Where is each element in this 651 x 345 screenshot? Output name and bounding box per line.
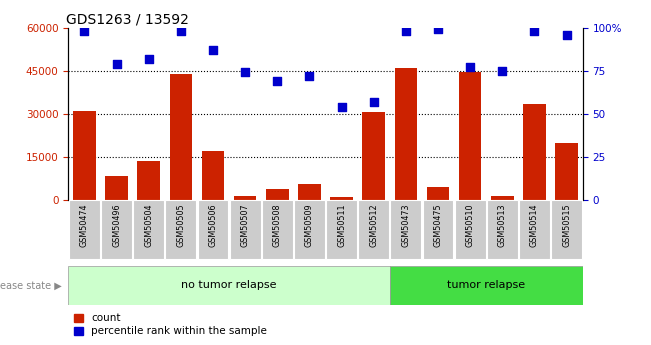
Bar	[133, 200, 164, 259]
Point	[272, 78, 283, 84]
Bar	[459, 72, 481, 200]
Legend: count, percentile rank within the sample: count, percentile rank within the sample	[74, 313, 267, 336]
Point	[304, 73, 314, 79]
Bar	[101, 200, 132, 259]
Bar	[391, 200, 421, 259]
Text: GSM50506: GSM50506	[208, 203, 217, 247]
Text: tumor relapse: tumor relapse	[447, 280, 525, 290]
Point	[400, 28, 411, 34]
Text: GSM50504: GSM50504	[145, 203, 153, 247]
Text: GSM50510: GSM50510	[465, 203, 475, 247]
Point	[465, 65, 475, 70]
Bar	[294, 200, 325, 259]
Text: GSM50507: GSM50507	[241, 203, 249, 247]
Point	[561, 32, 572, 37]
Point	[111, 61, 122, 67]
Point	[497, 68, 508, 73]
Bar	[390, 266, 583, 305]
Bar	[487, 200, 518, 259]
Text: GSM50496: GSM50496	[112, 203, 121, 247]
Text: GSM50511: GSM50511	[337, 203, 346, 247]
Text: GSM50513: GSM50513	[498, 203, 506, 247]
Bar	[523, 104, 546, 200]
Bar	[298, 184, 321, 200]
Point	[143, 56, 154, 61]
Bar	[197, 200, 229, 259]
Bar	[105, 176, 128, 200]
Bar	[363, 112, 385, 200]
Bar	[69, 200, 100, 259]
Point	[79, 28, 90, 34]
Bar	[330, 197, 353, 200]
Bar	[170, 73, 192, 200]
Bar	[326, 200, 357, 259]
Text: GSM50512: GSM50512	[369, 203, 378, 247]
Text: disease state ▶: disease state ▶	[0, 280, 62, 290]
Bar	[73, 111, 96, 200]
Point	[208, 47, 218, 53]
Point	[433, 27, 443, 32]
Text: GSM50514: GSM50514	[530, 203, 539, 247]
Text: GSM50474: GSM50474	[80, 203, 89, 247]
Text: GSM50509: GSM50509	[305, 203, 314, 247]
Bar	[165, 200, 197, 259]
Text: GSM50508: GSM50508	[273, 203, 282, 247]
Bar	[491, 196, 514, 200]
Point	[529, 28, 540, 34]
Text: GSM50475: GSM50475	[434, 203, 443, 247]
Bar	[422, 200, 454, 259]
Bar	[266, 189, 288, 200]
Text: no tumor relapse: no tumor relapse	[182, 280, 277, 290]
Bar	[551, 200, 582, 259]
Bar	[519, 200, 550, 259]
Point	[176, 28, 186, 34]
Text: GSM50515: GSM50515	[562, 203, 571, 247]
Bar	[454, 200, 486, 259]
Bar	[555, 142, 578, 200]
Bar	[234, 196, 256, 200]
Point	[337, 104, 347, 110]
Bar	[395, 68, 417, 200]
Bar	[230, 200, 260, 259]
Bar	[137, 161, 160, 200]
Bar	[427, 187, 449, 200]
Point	[240, 70, 251, 75]
Point	[368, 99, 379, 105]
Bar	[68, 266, 390, 305]
Bar	[202, 151, 224, 200]
Text: GSM50473: GSM50473	[402, 203, 410, 247]
Text: GDS1263 / 13592: GDS1263 / 13592	[66, 12, 189, 27]
Text: GSM50505: GSM50505	[176, 203, 186, 247]
Bar	[358, 200, 389, 259]
Bar	[262, 200, 293, 259]
